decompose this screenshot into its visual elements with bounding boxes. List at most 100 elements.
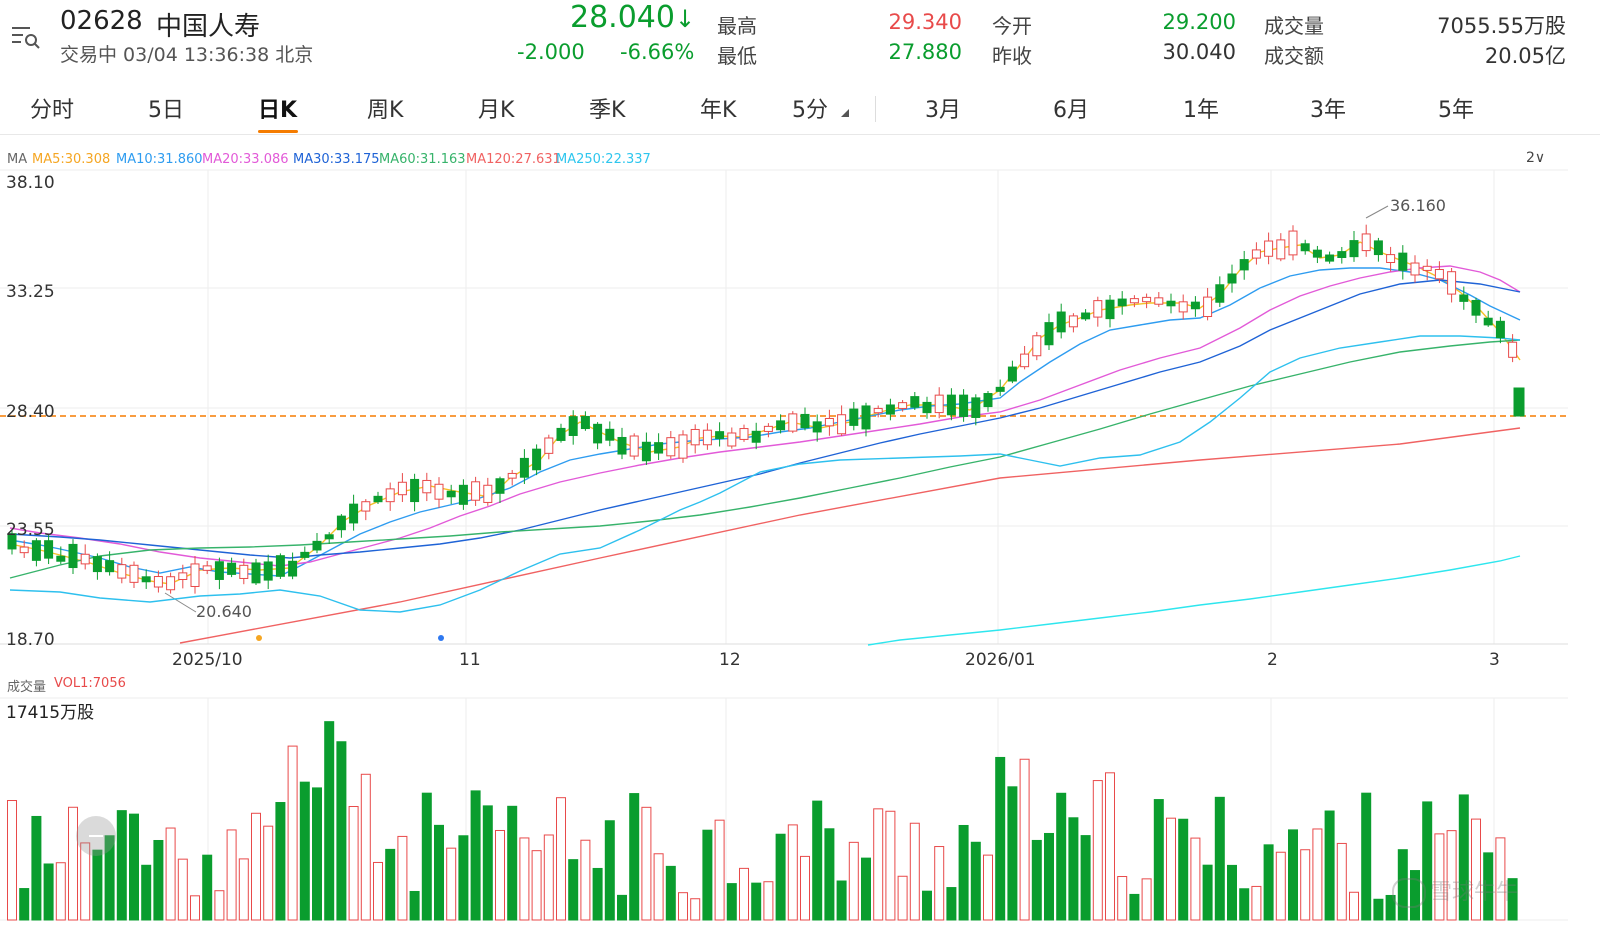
kline-chart[interactable]: 38.10 33.25 28.40 23.55 18.70 2025/10 11… bbox=[0, 160, 1600, 680]
tab-yearly-k[interactable]: 年K bbox=[700, 98, 737, 123]
candle-down bbox=[983, 393, 993, 408]
volume-bar-up bbox=[1495, 837, 1506, 921]
menu-search-icon[interactable] bbox=[10, 22, 40, 52]
candle-up bbox=[361, 501, 371, 512]
stock-code: 02628 bbox=[60, 6, 143, 36]
volume-bar-down bbox=[43, 863, 54, 921]
candle-up bbox=[239, 564, 249, 579]
candle-up bbox=[117, 564, 127, 579]
volume-bar-down bbox=[812, 800, 823, 921]
volume-bar-up bbox=[55, 862, 66, 921]
ma-dropdown[interactable]: 2∨ bbox=[1526, 150, 1546, 166]
candle-up bbox=[1386, 254, 1396, 263]
volume-bar-up bbox=[1190, 837, 1201, 921]
volume-bar-down bbox=[1214, 796, 1225, 921]
volume-bar-down bbox=[1056, 792, 1067, 921]
candle-up bbox=[1264, 240, 1274, 257]
candle-up bbox=[1508, 341, 1518, 358]
candle-down bbox=[1215, 284, 1225, 303]
candle-down bbox=[214, 561, 224, 580]
open-label: 今开 bbox=[992, 14, 1032, 38]
candle-up bbox=[763, 425, 773, 432]
tab-5min[interactable]: 5分 bbox=[792, 92, 849, 124]
candle-up bbox=[629, 435, 639, 457]
candle-down bbox=[458, 484, 468, 505]
volume-bar-down bbox=[336, 741, 347, 921]
crosshair-toggle-button[interactable] bbox=[76, 816, 116, 856]
price-axis-label: 18.70 bbox=[6, 630, 55, 650]
current-price: 28.040↓ bbox=[570, 0, 696, 35]
candle-up bbox=[1020, 353, 1030, 368]
tab-weekly-k[interactable]: 周K bbox=[367, 98, 404, 123]
volume-bar-down bbox=[1239, 888, 1250, 921]
range-3m[interactable]: 3月 bbox=[925, 98, 961, 123]
range-3y[interactable]: 3年 bbox=[1310, 98, 1346, 123]
volume-bar-down bbox=[1458, 794, 1469, 921]
volume-max-label: 17415万股 bbox=[6, 703, 95, 723]
candle-up bbox=[873, 407, 883, 414]
candle-down bbox=[373, 495, 383, 503]
volume-bar-down bbox=[1153, 799, 1164, 921]
candle-down bbox=[288, 560, 298, 577]
candle-up bbox=[1154, 297, 1164, 305]
range-5y[interactable]: 5年 bbox=[1438, 98, 1474, 123]
candle-down bbox=[654, 442, 664, 454]
amount-label: 成交额 bbox=[1264, 44, 1324, 68]
volume-bar-down bbox=[568, 859, 579, 921]
volume-bar-up bbox=[177, 858, 188, 921]
volume-bar-down bbox=[1324, 810, 1335, 921]
down-arrow-icon: ↓ bbox=[674, 5, 696, 33]
candle-up bbox=[202, 565, 212, 571]
price-change: -2.000 bbox=[517, 40, 585, 64]
candle-down bbox=[910, 396, 920, 408]
candle-down bbox=[300, 551, 310, 558]
volume-bar-up bbox=[1166, 817, 1176, 921]
volume-bar-down bbox=[836, 880, 847, 921]
volume-bar-down bbox=[824, 828, 835, 921]
low-label: 最低 bbox=[717, 44, 757, 68]
volume-bar-down bbox=[970, 841, 981, 921]
volume-bar-down bbox=[1483, 852, 1494, 921]
tab-quarterly-k[interactable]: 季K bbox=[589, 98, 626, 123]
volume-bar-up bbox=[68, 806, 78, 921]
volume-bar-down bbox=[604, 820, 615, 921]
volume-bar-down bbox=[1422, 801, 1433, 921]
volume-bar-down bbox=[434, 824, 444, 921]
range-6m[interactable]: 6月 bbox=[1053, 98, 1089, 123]
volume-bar-down bbox=[299, 781, 310, 921]
vol1-label: VOL1:7056 bbox=[54, 676, 126, 691]
candle-up bbox=[837, 414, 847, 435]
candle-down bbox=[593, 423, 603, 444]
range-1y[interactable]: 1年 bbox=[1183, 98, 1219, 123]
candle-down bbox=[568, 416, 578, 436]
tab-intraday[interactable]: 分时 bbox=[30, 98, 75, 123]
candle-down bbox=[312, 540, 322, 551]
volume-bar-up bbox=[80, 842, 91, 921]
volume-chart[interactable] bbox=[0, 696, 1600, 946]
volume-bar-down bbox=[922, 890, 932, 921]
prev-close-value: 30.040 bbox=[1162, 40, 1236, 64]
volume-bar-down bbox=[153, 839, 164, 921]
volume-bar-up bbox=[909, 822, 920, 921]
candle-down bbox=[1398, 252, 1408, 271]
candle-down bbox=[349, 503, 359, 524]
candle-down bbox=[446, 490, 456, 498]
volume-bar-down bbox=[275, 802, 286, 921]
candle-down bbox=[1190, 301, 1200, 310]
volume-bar-up bbox=[1019, 758, 1030, 921]
candle-down bbox=[946, 394, 956, 416]
volume-bar-down bbox=[19, 888, 30, 921]
volume-bar-up bbox=[238, 858, 249, 921]
volume-bar-up bbox=[190, 895, 200, 921]
ma250-line bbox=[867, 555, 1521, 646]
tab-5day[interactable]: 5日 bbox=[148, 98, 184, 123]
candle-up bbox=[19, 546, 29, 554]
candle-up bbox=[385, 488, 395, 503]
candle-up bbox=[824, 417, 834, 427]
candle-down bbox=[532, 448, 542, 471]
volume-bar-down bbox=[409, 890, 420, 921]
candle-down bbox=[715, 431, 725, 439]
tab-daily-k[interactable]: 日K bbox=[258, 98, 298, 123]
volume-bar-up bbox=[653, 853, 664, 921]
tab-monthly-k[interactable]: 月K bbox=[478, 98, 515, 123]
